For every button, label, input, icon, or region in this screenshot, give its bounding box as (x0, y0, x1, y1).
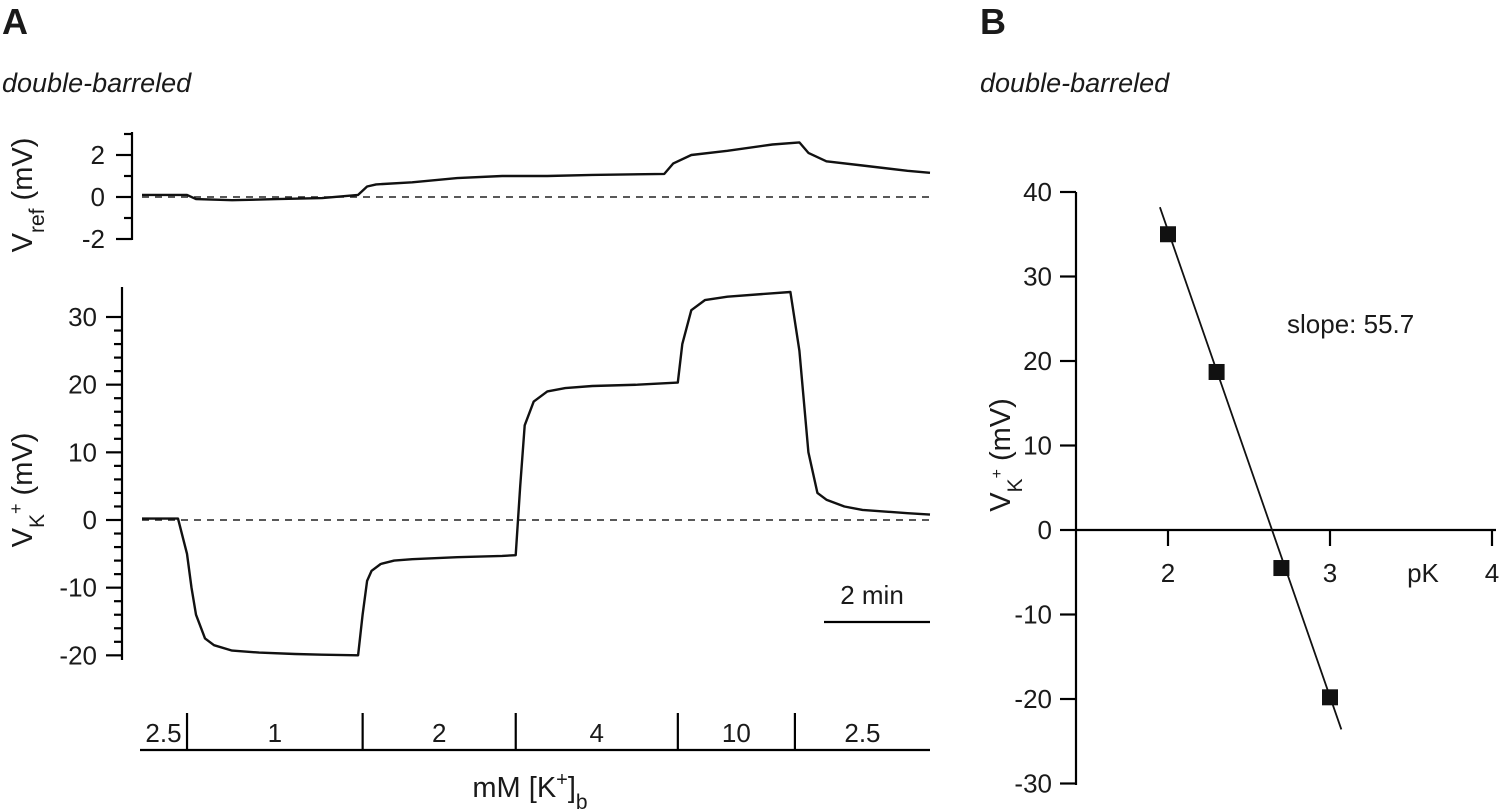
panel-a-letter: A (2, 1, 28, 42)
vk-tick-label: -20 (59, 640, 97, 670)
pk-x-axis-label: pK (1407, 558, 1439, 588)
panel-a-subtitle: double-barreled (2, 68, 192, 98)
vk-tick-label: -10 (59, 573, 97, 603)
concentration-segment-label: 1 (268, 718, 282, 748)
pk-y-tick-label: 40 (1023, 177, 1052, 207)
pk-y-axis-label: VK+ (mV) (985, 398, 1027, 512)
pk-y-tick-label: 10 (1023, 431, 1052, 461)
vref-y-axis-label: Vref (mV) (7, 138, 49, 253)
data-point-marker (1208, 363, 1225, 380)
time-scale-bar-label: 2 min (840, 580, 904, 610)
pk-y-tick-label: 0 (1038, 515, 1052, 545)
concentration-segment-label: 2 (432, 718, 446, 748)
vk-trace (142, 290, 931, 657)
pk-x-tick-label: 4 (1485, 558, 1499, 588)
pk-scatter-chart: 40 30 20 10 0 -10 -20 -30 2 3 4 pK VK+ (mV) slope… (985, 177, 1499, 799)
vref-trace (142, 141, 931, 202)
concentration-segment-label: 2.5 (844, 718, 880, 748)
vk-tick-label: 0 (83, 505, 97, 535)
vk-tick-label: 10 (68, 437, 97, 467)
pk-y-tick-label: 20 (1023, 346, 1052, 376)
vk-tick-label: 20 (68, 370, 97, 400)
concentration-segment-label: 2.5 (145, 718, 181, 748)
vk-y-axis-label: VK+ (mV) (6, 433, 49, 548)
slope-annotation: slope: 55.7 (1287, 309, 1414, 339)
pk-y-tick-label: -20 (1014, 684, 1052, 714)
data-point-marker (1160, 226, 1176, 243)
concentration-bar: 2.5 1 2 4 10 2.5 mM [K+]b (140, 713, 930, 810)
vk-chart: 30 20 10 0 -10 -20 VK+ (mV) 2 min (6, 287, 931, 670)
vk-tick-label: 30 (68, 302, 97, 332)
vref-chart: 2 0 -2 Vref (mV) (7, 132, 931, 254)
vref-tick-label: -2 (82, 224, 105, 254)
data-point-marker (1322, 689, 1338, 706)
regression-line (1159, 206, 1343, 730)
panel-b-subtitle: double-barreled (980, 68, 1170, 98)
pk-x-tick-label: 2 (1161, 558, 1175, 588)
concentration-segment-label: 10 (722, 718, 751, 748)
vref-tick-label: 2 (91, 140, 105, 170)
pk-y-tick-label: -10 (1014, 600, 1052, 630)
pk-y-tick-label: -30 (1014, 769, 1052, 799)
concentration-axis-label: mM [K+]b (472, 769, 587, 810)
vref-tick-label: 0 (91, 182, 105, 212)
data-point-marker (1273, 560, 1290, 577)
pk-y-tick-label: 30 (1023, 262, 1052, 292)
concentration-segment-label: 4 (590, 718, 604, 748)
panel-b-letter: B (980, 1, 1006, 42)
pk-x-tick-label: 3 (1323, 558, 1337, 588)
